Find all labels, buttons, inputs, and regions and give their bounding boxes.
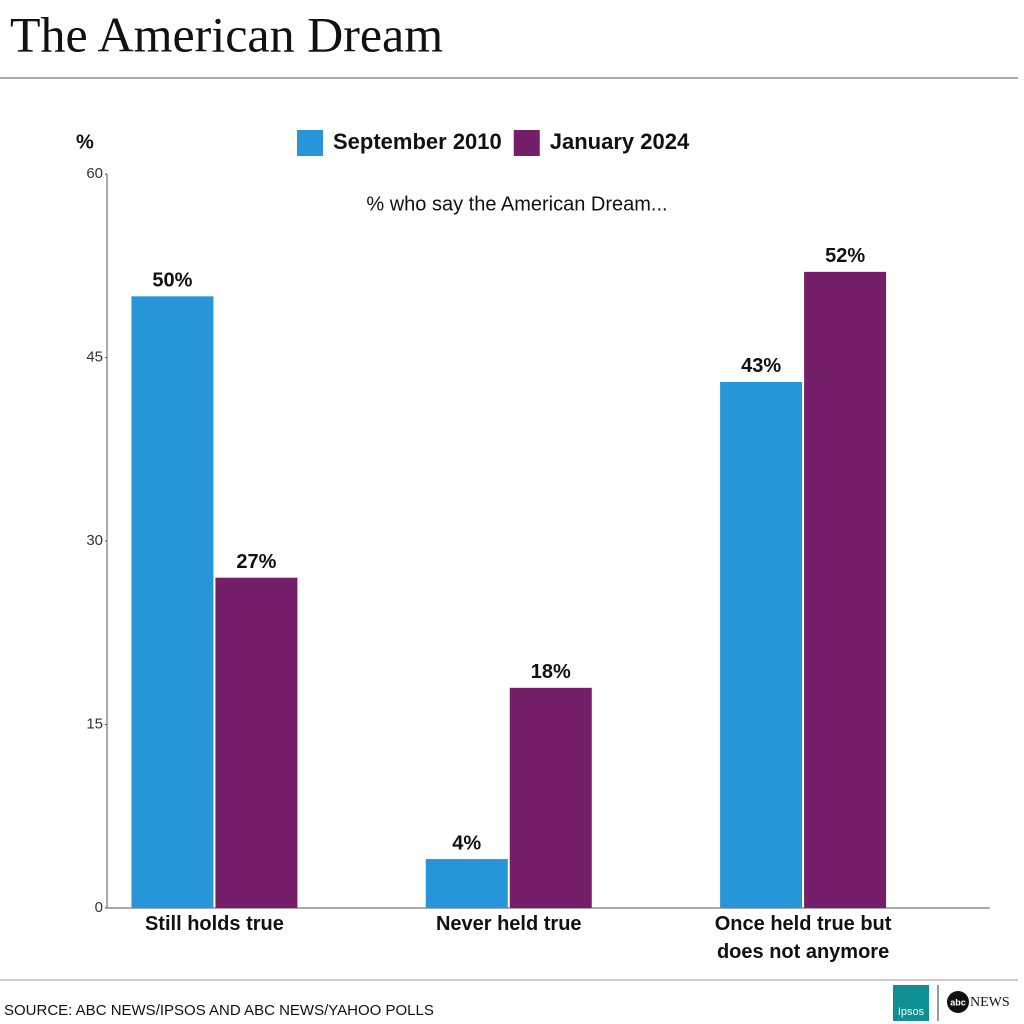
bar [215, 577, 298, 908]
news-logo-text: NEWS [970, 995, 1010, 1010]
y-tick-label: 60 [86, 165, 103, 182]
legend-swatch [513, 130, 540, 156]
legend-label: September 2010 [333, 129, 502, 154]
ipsos-logo-text: Ipsos [898, 1006, 925, 1018]
subtitle: % who say the American Dream... [366, 193, 667, 215]
source: SOURCE: ABC NEWS/IPSOS AND ABC NEWS/YAHO… [4, 1002, 434, 1019]
x-tick-label: Still holds true [144, 913, 284, 935]
bar [131, 296, 214, 908]
x-tick-label-box: Still holds true [144, 913, 284, 935]
value-label: 50% [152, 270, 192, 292]
bar [720, 381, 803, 908]
y-tick-label: 15 [86, 715, 103, 732]
value-label: 52% [825, 245, 865, 267]
x-tick-label: Never held true [435, 913, 582, 935]
legend-label: January 2024 [550, 129, 690, 154]
value-label: 4% [452, 832, 481, 854]
bar [509, 687, 592, 908]
y-axis-label: % [76, 131, 94, 153]
abc-logo-text: abc [950, 997, 966, 1007]
y-tick-label: 0 [95, 899, 103, 916]
bar [425, 859, 508, 908]
ipsos-logo [893, 985, 929, 1021]
value-label: 18% [531, 661, 571, 683]
value-label: 27% [236, 551, 276, 573]
y-tick-label: 30 [86, 532, 103, 549]
legend-swatch [297, 130, 323, 156]
bar [804, 271, 887, 908]
chart-title: The American Dream [10, 6, 443, 62]
x-tick-label: Once held true but does not anymore [714, 913, 892, 963]
y-tick-label: 45 [86, 348, 103, 365]
x-tick-label-box: Once held true but does not anymore [714, 913, 892, 963]
value-label: 43% [741, 355, 781, 377]
x-tick-label-box: Never held true [435, 913, 582, 935]
abc-logo [947, 991, 969, 1013]
